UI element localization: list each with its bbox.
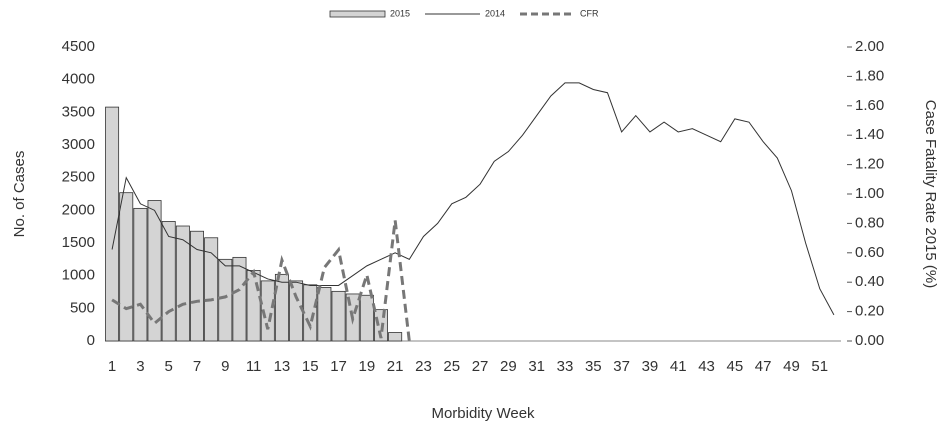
bar xyxy=(175,225,190,342)
y2-tick-label: 1.00 xyxy=(855,185,884,202)
y2-tick-label: 0.40 xyxy=(855,273,884,290)
bar xyxy=(331,290,346,342)
series-line xyxy=(111,82,835,316)
y-tick-label: 3500 xyxy=(62,103,95,120)
x-tick-label: 41 xyxy=(670,358,687,375)
y-tick-label: 4500 xyxy=(62,38,95,55)
x-tick-label: 21 xyxy=(387,358,404,375)
x-tick-label: 39 xyxy=(642,358,659,375)
legend-label: CFR xyxy=(580,8,599,18)
bar xyxy=(246,270,261,342)
x-tick-label: 29 xyxy=(500,358,517,375)
x-tick-label: 47 xyxy=(755,358,772,375)
y-tick-label: 3000 xyxy=(62,136,95,153)
bar xyxy=(218,258,233,342)
bar xyxy=(119,192,134,342)
x-tick-label: 51 xyxy=(811,358,828,375)
series-line xyxy=(111,220,411,342)
bar xyxy=(133,207,148,342)
legend-label: 2015 xyxy=(390,8,410,18)
x-tick-label: 35 xyxy=(585,358,602,375)
y-tick-label: 4000 xyxy=(62,71,95,88)
y2-tick-label: 0.60 xyxy=(855,244,884,261)
x-tick-label: 3 xyxy=(136,358,144,375)
bar xyxy=(260,280,275,342)
y-axis-label: No. of Cases xyxy=(11,151,28,238)
y2-tick-label: 1.20 xyxy=(855,156,884,173)
y2-tick-label: 0.80 xyxy=(855,214,884,231)
y2-tick-label: 0.20 xyxy=(855,303,884,320)
y2-tick-label: 1.60 xyxy=(855,97,884,114)
y-tick-label: 500 xyxy=(70,299,95,316)
bar xyxy=(147,200,162,342)
y2-tick-label: 1.80 xyxy=(855,67,884,84)
x-axis-label: Morbidity Week xyxy=(431,405,535,422)
bar xyxy=(161,221,176,342)
x-tick-label: 19 xyxy=(359,358,376,375)
y2-tick-label: 0.00 xyxy=(855,332,884,349)
bar xyxy=(359,294,374,342)
x-tick-label: 23 xyxy=(415,358,432,375)
x-tick-label: 33 xyxy=(557,358,574,375)
x-tick-label: 1 xyxy=(108,358,116,375)
x-tick-label: 43 xyxy=(698,358,715,375)
bar xyxy=(190,230,204,342)
x-tick-label: 45 xyxy=(727,358,744,375)
y-tick-label: 1000 xyxy=(62,267,95,284)
y2-tick-label: 2.00 xyxy=(855,38,884,55)
legend-swatch xyxy=(329,10,386,18)
x-tick-label: 31 xyxy=(528,358,545,375)
x-tick-label: 11 xyxy=(246,358,262,375)
bar xyxy=(317,287,332,342)
bar xyxy=(274,273,289,342)
bar xyxy=(303,284,318,342)
legend-label: 2014 xyxy=(485,8,505,18)
x-tick-label: 15 xyxy=(302,358,319,375)
x-tick-label: 49 xyxy=(783,358,800,375)
x-tick-label: 25 xyxy=(443,358,460,375)
y-tick-label: 1500 xyxy=(62,234,95,251)
x-tick-label: 5 xyxy=(165,358,173,375)
x-tick-label: 9 xyxy=(221,358,229,375)
x-tick-label: 17 xyxy=(330,358,347,375)
bar xyxy=(105,106,120,342)
bar xyxy=(232,256,247,342)
y2-axis-label: Case Fatality Rate 2015 (%) xyxy=(922,100,939,288)
x-tick-label: 13 xyxy=(274,358,291,375)
y-tick-label: 2500 xyxy=(62,169,95,186)
x-tick-label: 7 xyxy=(193,358,201,375)
bar xyxy=(289,280,304,342)
x-tick-label: 37 xyxy=(613,358,630,375)
legend: 2015 2014 CFR xyxy=(329,8,599,18)
y2-tick-label: 1.40 xyxy=(855,126,884,143)
bar xyxy=(204,237,219,342)
bar xyxy=(388,332,403,342)
y-tick-label: 2000 xyxy=(62,201,95,218)
x-tick-label: 27 xyxy=(472,358,489,375)
y-tick-label: 0 xyxy=(87,332,95,349)
